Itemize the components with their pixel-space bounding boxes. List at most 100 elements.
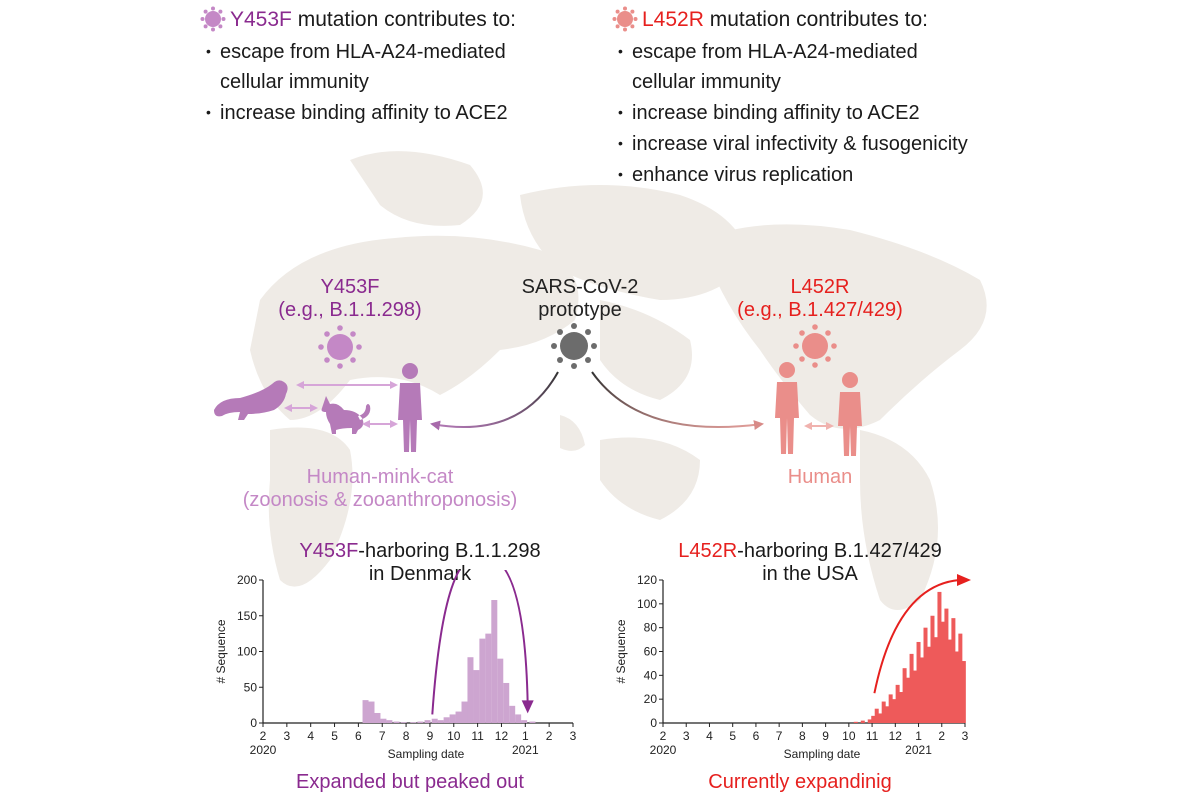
y-tick-label: 0 bbox=[650, 716, 657, 730]
y-tick-label: 100 bbox=[637, 597, 657, 611]
bar bbox=[485, 633, 492, 723]
bar bbox=[431, 718, 438, 723]
left-mutation-name: Y453F bbox=[230, 8, 292, 31]
virus-icon bbox=[318, 325, 362, 369]
trend-arrowhead bbox=[957, 574, 971, 586]
y-tick-label: 80 bbox=[644, 621, 658, 635]
transmission-arrow-left bbox=[430, 371, 559, 431]
bar bbox=[944, 608, 949, 723]
x-tick-label: 6 bbox=[355, 729, 362, 743]
bar bbox=[424, 720, 431, 723]
x-tick-label: 4 bbox=[307, 729, 314, 743]
x-tick-label: 3 bbox=[683, 729, 690, 743]
x-tick-label: 3 bbox=[284, 729, 291, 743]
bar bbox=[951, 618, 956, 723]
bar bbox=[954, 651, 959, 723]
bar bbox=[417, 721, 424, 723]
bar bbox=[892, 699, 897, 723]
y-tick-label: 100 bbox=[237, 645, 257, 659]
virus-icon bbox=[612, 6, 638, 32]
bar bbox=[393, 721, 400, 723]
caption-left: Expanded but peaked out bbox=[296, 771, 524, 793]
bar bbox=[860, 720, 865, 723]
bullet-icon: • bbox=[618, 104, 623, 120]
list-item: • increase viral infectivity & fusogenici… bbox=[612, 128, 1032, 159]
y-axis-label: # Sequence bbox=[614, 619, 628, 683]
bar bbox=[473, 670, 480, 723]
right-variant-name: L452R bbox=[790, 276, 850, 298]
x-tick-label: 6 bbox=[753, 729, 760, 743]
list-item: cellular immunity bbox=[220, 71, 369, 93]
bullet-icon: • bbox=[206, 43, 211, 59]
year-label: 2021 bbox=[512, 743, 539, 757]
x-tick-label: 11 bbox=[471, 729, 484, 743]
bar bbox=[503, 682, 510, 723]
x-tick-label: 8 bbox=[403, 729, 410, 743]
bar bbox=[920, 657, 925, 723]
y-axis-label: # Sequence bbox=[214, 619, 228, 683]
bar bbox=[437, 720, 444, 723]
y-tick-label: 50 bbox=[244, 680, 258, 694]
virus-icon bbox=[793, 324, 837, 368]
x-axis-label: Sampling date bbox=[388, 747, 465, 761]
y-tick-label: 20 bbox=[644, 692, 658, 706]
right-host-label: Human bbox=[787, 466, 853, 488]
bar bbox=[885, 706, 890, 723]
bar bbox=[853, 721, 858, 723]
bar bbox=[362, 700, 369, 723]
prototype-label: SARS-CoV-2 prototype bbox=[521, 276, 639, 321]
bar bbox=[400, 722, 407, 723]
year-label: 2020 bbox=[650, 743, 677, 757]
x-tick-label: 7 bbox=[379, 729, 386, 743]
bar bbox=[491, 600, 498, 723]
bar bbox=[888, 694, 893, 723]
list-item: • escape from HLA-A24-mediated bbox=[200, 36, 600, 67]
caption-right: Currently expandinig bbox=[708, 771, 892, 793]
bar bbox=[509, 705, 516, 723]
x-tick-label: 3 bbox=[570, 729, 577, 743]
year-label: 2021 bbox=[905, 743, 932, 757]
x-tick-label: 5 bbox=[331, 729, 338, 743]
y-tick-label: 200 bbox=[237, 573, 257, 587]
bar bbox=[913, 670, 918, 723]
left-host-label: Human-mink-cat (zoonosis & zooanthropono… bbox=[242, 466, 518, 511]
bar bbox=[909, 653, 914, 723]
y-tick-label: 0 bbox=[250, 716, 257, 730]
x-tick-label: 12 bbox=[495, 729, 509, 743]
left-mutation-panel: Y453F mutation contributes to: • escape f… bbox=[200, 6, 600, 128]
list-item: • enhance virus replication bbox=[612, 159, 1032, 190]
list-item: cellular immunity bbox=[632, 71, 781, 93]
x-tick-label: 2 bbox=[260, 729, 267, 743]
bar bbox=[899, 692, 904, 723]
x-tick-label: 12 bbox=[889, 729, 903, 743]
virus-icon bbox=[551, 323, 597, 369]
x-tick-label: 7 bbox=[776, 729, 783, 743]
right-variant-example: (e.g., B.1.427/429) bbox=[737, 299, 903, 321]
trend-arrow bbox=[873, 579, 960, 694]
bar bbox=[374, 712, 381, 723]
bar bbox=[479, 638, 486, 723]
x-tick-label: 10 bbox=[842, 729, 856, 743]
transmission-arrow-right bbox=[591, 371, 764, 430]
virus-icon bbox=[200, 6, 226, 32]
bar bbox=[902, 668, 907, 723]
bar bbox=[958, 633, 963, 723]
x-tick-label: 2 bbox=[546, 729, 553, 743]
bar bbox=[529, 721, 536, 723]
x-tick-label: 2 bbox=[660, 729, 667, 743]
bullet-icon: • bbox=[206, 104, 211, 120]
mink-icon bbox=[214, 380, 288, 420]
bar bbox=[881, 701, 886, 723]
chart-title-right: L452R-harboring B.1.427/429 in the USA bbox=[678, 540, 942, 585]
bar bbox=[926, 646, 931, 723]
bar bbox=[410, 722, 417, 723]
bar bbox=[867, 719, 872, 723]
bar bbox=[923, 627, 928, 723]
y-tick-label: 60 bbox=[644, 645, 658, 659]
bar bbox=[467, 657, 474, 723]
bullet-icon: • bbox=[618, 135, 623, 151]
